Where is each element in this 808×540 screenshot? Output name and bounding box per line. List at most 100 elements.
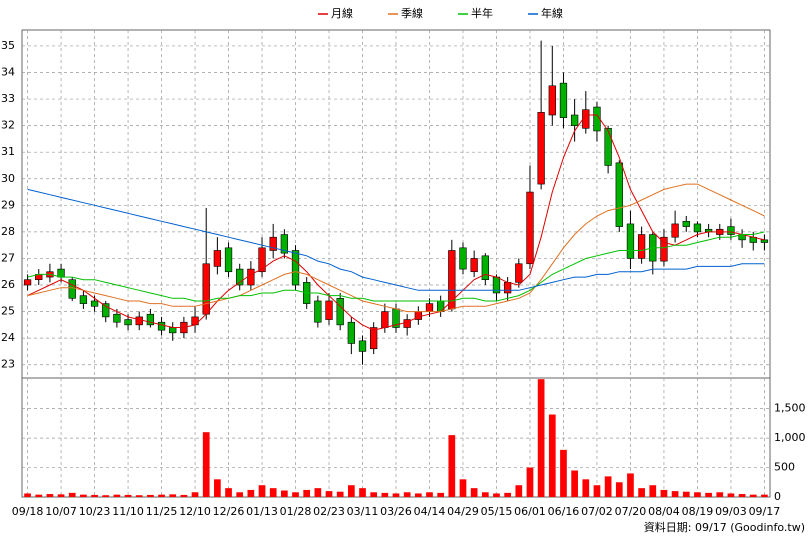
y-tick-label: 34 [1,66,15,79]
volume-tick-label: 0 [774,490,781,503]
volume-tick-label: 1,500 [774,402,806,415]
y-tick-label: 31 [1,145,15,158]
y-tick-label: 26 [1,278,15,291]
ma-line [27,188,765,291]
volume-bar [169,494,177,497]
candle-body [314,300,322,323]
y-tick-label: 33 [1,92,15,105]
volume-bar [615,482,623,497]
x-tick-label: 09/03 [715,505,747,518]
x-tick-label: 09/17 [749,505,781,518]
x-tick-label: 03/26 [380,505,412,518]
y-tick-label: 28 [1,225,15,238]
candle-body [537,112,545,185]
y-tick-label: 27 [1,251,15,264]
volume-bar [113,494,121,497]
x-tick-label: 05/15 [481,505,513,518]
volume-bar [627,473,634,497]
volume-bar [336,491,344,497]
volume-tick-label: 1,000 [774,431,806,444]
candle-body [325,300,333,320]
legend-label: 季線 [401,6,423,20]
volume-bar [124,494,132,497]
volume-bar [269,488,277,497]
candle-body [191,316,199,326]
ma-line [27,231,765,302]
ma-line [27,114,765,331]
candle-body [102,303,110,318]
volume-bar [236,492,244,497]
volume-bar [202,432,210,497]
y-tick-label: 23 [1,358,15,371]
candle-body [336,298,344,326]
volume-bar [57,494,65,497]
volume-bar [716,492,724,497]
candle-body [559,82,568,118]
volume-bar [571,470,578,497]
candle-body [23,279,32,286]
volume-bar [749,494,757,497]
volume-bar [147,494,154,497]
volume-bar [359,488,366,497]
x-tick-label: 06/01 [514,505,546,518]
ma-line [27,183,765,313]
volume-bar [381,492,389,497]
candle-body [626,223,635,259]
volume-bar [638,488,645,497]
volume-bar [258,485,266,497]
legend-label: 月線 [331,6,353,20]
x-tick-label: 09/18 [12,505,44,518]
candle-body [269,236,277,251]
candle-body [637,234,646,259]
volume-bar [682,491,690,497]
y-tick-label: 24 [1,331,15,344]
candle-body [68,279,76,299]
volume-bar [548,414,556,497]
x-tick-label: 12/26 [213,505,245,518]
volume-bar [414,493,422,497]
volume-bar [504,492,511,497]
volume-bar [303,489,311,497]
volume-bar [470,488,478,497]
x-tick-label: 11/25 [146,505,178,518]
candle-body [459,247,467,270]
volume-bar [292,492,299,497]
volume-bar [180,494,188,497]
x-tick-label: 07/20 [615,505,647,518]
volume-bar [705,492,712,497]
volume-bar [526,467,534,497]
x-tick-label: 07/02 [581,505,613,518]
volume-bar [448,435,456,497]
candle-body [280,234,289,254]
volume-bar [459,479,467,497]
x-tick-label: 10/07 [45,505,77,518]
candle-body [682,220,690,227]
candle-body [470,258,478,273]
candle-body [503,282,512,294]
legend-label: 半年 [471,6,493,20]
candle-body [570,114,579,126]
volume-bar [437,492,445,497]
candle-body [169,327,177,334]
volume-bar [604,476,612,497]
legend-label: 年線 [541,6,563,20]
volume-bar [80,494,87,497]
volume-bar [560,449,567,497]
volume-bar [694,492,701,497]
volume-bar [135,495,143,497]
volume-bar [158,494,165,497]
candle-body [615,162,623,227]
candle-body [247,268,255,286]
candle-body [660,236,668,262]
x-tick-label: 03/11 [347,505,379,518]
volume-bar [582,479,590,497]
x-tick-label: 08/19 [682,505,714,518]
x-tick-label: 02/23 [313,505,345,518]
x-tick-label: 01/28 [280,505,312,518]
x-tick-label: 11/10 [112,505,144,518]
candle-body [291,250,300,286]
candle-body [671,223,679,238]
volume-bar [281,490,288,497]
